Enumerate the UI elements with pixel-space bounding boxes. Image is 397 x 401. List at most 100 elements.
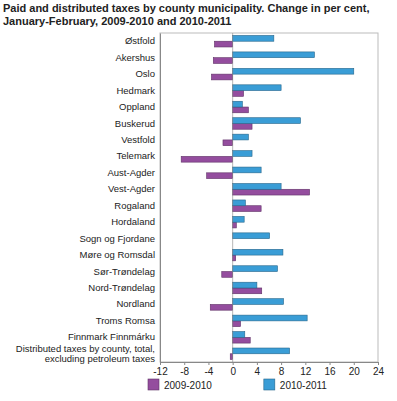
category-label: Vest-Agder xyxy=(108,183,155,194)
series xyxy=(233,35,354,353)
bar xyxy=(233,206,261,212)
tick-mark xyxy=(354,362,355,365)
tick: Sør-Trøndelag xyxy=(94,266,160,277)
tick-mark xyxy=(184,362,185,365)
tick: Sogn og Fjordane xyxy=(79,233,160,244)
tick: -8 xyxy=(180,362,189,377)
tick: Nordland xyxy=(116,298,160,309)
category-label: Aust-Agder xyxy=(107,167,155,178)
bar xyxy=(215,41,233,47)
bar xyxy=(233,299,284,305)
category-label: Nord-Trøndelag xyxy=(88,282,155,293)
tick: 8 xyxy=(279,362,285,377)
category-label: Oslo xyxy=(135,68,155,79)
plot-frame xyxy=(160,33,378,362)
category-label: Vestfold xyxy=(121,134,155,145)
category-label: Sør-Trøndelag xyxy=(94,266,155,277)
tick: Distributed taxes by county, total,exclu… xyxy=(16,343,160,364)
bar xyxy=(233,123,252,129)
bar xyxy=(211,74,232,80)
bar xyxy=(233,35,274,41)
legend-swatch xyxy=(264,379,275,390)
bar xyxy=(233,332,245,338)
tick-mark xyxy=(281,362,282,365)
bar xyxy=(207,173,233,179)
zero-line xyxy=(232,33,233,362)
bar xyxy=(233,134,249,140)
bar xyxy=(233,184,281,190)
bar xyxy=(223,140,233,146)
category-label: Finnmark Finnmárku xyxy=(68,331,155,342)
bars xyxy=(181,35,354,359)
category-label: Oppland xyxy=(119,101,155,112)
category-label: Hedmark xyxy=(116,85,155,96)
tick: Buskerud xyxy=(115,118,160,129)
tick-mark xyxy=(233,362,234,365)
legend-label: 2010-2011 xyxy=(280,380,328,391)
category-label: Buskerud xyxy=(115,118,155,129)
tick-label: 16 xyxy=(324,366,336,377)
tick: 0 xyxy=(230,362,236,377)
tick: -12 xyxy=(153,362,168,377)
category-label: Møre og Romsdal xyxy=(80,249,156,260)
bar xyxy=(233,52,315,58)
bar xyxy=(233,91,244,97)
tick: -4 xyxy=(204,362,213,377)
tick: Nord-Trøndelag xyxy=(88,282,160,293)
tick-label: 4 xyxy=(255,366,261,377)
category-label: Telemark xyxy=(116,150,155,161)
tick: Vestfold xyxy=(121,134,160,145)
bar xyxy=(233,255,236,261)
tick: Vest-Agder xyxy=(108,183,160,194)
bar xyxy=(233,266,278,272)
x-axis: -12 -8 -4 0 4 8 12 16 20 24 xyxy=(153,362,384,377)
tick: 16 xyxy=(324,362,336,377)
bar xyxy=(233,337,251,343)
legend: 2009-20102010-2011 xyxy=(148,379,327,391)
bar xyxy=(210,304,232,310)
tick: 20 xyxy=(349,362,361,377)
category-label: Sogn og Fjordane xyxy=(79,233,155,244)
bar xyxy=(233,282,257,288)
tick-mark xyxy=(208,362,209,365)
bar xyxy=(181,156,232,162)
category-label: Troms Romsa xyxy=(96,315,156,326)
series xyxy=(181,41,309,359)
y-axis: ØstfoldAkershusOsloHedmarkOpplandBuskeru… xyxy=(16,34,161,364)
bar xyxy=(233,288,262,294)
bar xyxy=(213,58,232,64)
tick-label: -12 xyxy=(153,366,168,377)
tick: Hedmark xyxy=(116,85,160,96)
tick-mark xyxy=(330,362,331,365)
tick: Aust-Agder xyxy=(107,167,160,178)
legend-item: 2010-2011 xyxy=(264,379,328,391)
tick-mark xyxy=(378,362,379,365)
tick-label: -8 xyxy=(180,366,189,377)
bar xyxy=(233,249,283,255)
bar xyxy=(233,200,246,206)
tick-label: 0 xyxy=(230,366,236,377)
tick-label: 20 xyxy=(349,366,361,377)
tick: Østfold xyxy=(125,35,160,46)
bar xyxy=(233,216,245,222)
bar xyxy=(233,315,307,321)
tick: Troms Romsa xyxy=(96,315,160,326)
tick: Telemark xyxy=(116,150,160,161)
axis-line xyxy=(160,34,161,363)
legend-swatch xyxy=(148,379,159,390)
tick: Rogaland xyxy=(114,200,160,211)
title: Paid and distributed taxes by county mun… xyxy=(3,2,370,27)
category-label: Hordaland xyxy=(111,216,155,227)
tick: Møre og Romsdal xyxy=(80,249,161,260)
axis-line xyxy=(161,362,379,363)
bar xyxy=(233,107,249,113)
bar xyxy=(233,85,281,91)
tick-label: 12 xyxy=(300,366,312,377)
bar xyxy=(233,321,241,327)
plot: -12-8-404812162024ØstfoldAkershusOsloHed… xyxy=(16,33,385,377)
tick-label: 24 xyxy=(373,366,385,377)
bar xyxy=(233,151,252,157)
tick-mark xyxy=(305,362,306,365)
tick-label: 8 xyxy=(279,366,285,377)
tick: 4 xyxy=(255,362,261,377)
